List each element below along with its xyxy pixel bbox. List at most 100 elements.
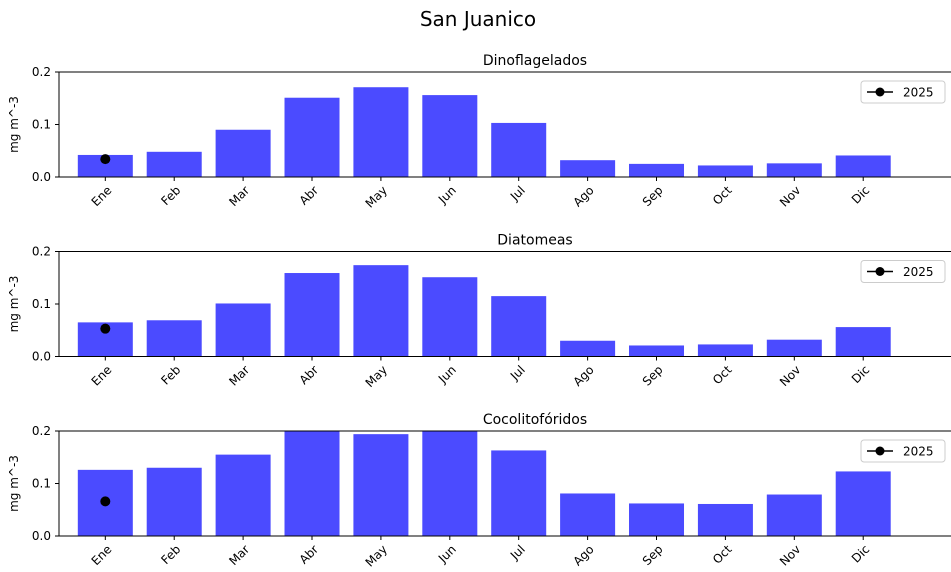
y-tick-label: 0.0 [32, 170, 51, 184]
x-tick-label-Mar: Mar [226, 363, 252, 389]
bar-Ago [560, 340, 616, 357]
legend-marker [875, 267, 885, 276]
x-tick-label-Mar: Mar [226, 183, 252, 209]
bar-group [77, 265, 891, 357]
bar-Jun [422, 95, 478, 177]
bar-Sep [629, 163, 685, 177]
bar-Nov [766, 339, 822, 357]
x-tick-label-Jul: Jul [507, 363, 528, 384]
y-tick-label: 0.0 [32, 529, 51, 543]
bar-Jul [491, 122, 547, 177]
x-tick-label-Nov: Nov [777, 183, 803, 209]
x-tick-label-Nov: Nov [777, 363, 803, 389]
x-tick-label-Ago: Ago [570, 542, 596, 568]
x-tick-label-Abr: Abr [297, 183, 322, 208]
bar-May [353, 434, 409, 536]
x-tick-label-Feb: Feb [158, 542, 183, 567]
bar-Abr [284, 273, 340, 357]
bar-May [353, 265, 409, 357]
bar-Ago [560, 160, 616, 177]
y-tick-label: 0.2 [32, 65, 51, 79]
y-tick-label: 0.1 [32, 297, 51, 311]
bar-Feb [146, 320, 202, 357]
bar-Dic [835, 471, 891, 536]
legend-label: 2025 [903, 265, 934, 279]
bar-Sep [629, 503, 685, 536]
bar-Dic [835, 327, 891, 357]
chart-panel-1: Dinoflagelados 0.0 0.1 0.2 mg m^-3 Ene Feb Mar A… [7, 53, 951, 211]
series-point-2025-Ene [100, 496, 111, 507]
legend: 2025 [860, 439, 946, 463]
x-tick-label-Jun: Jun [435, 542, 459, 566]
x-tick-label-Nov: Nov [777, 542, 803, 568]
bar-Dic [835, 155, 891, 177]
bar-May [353, 87, 409, 177]
bar-Oct [697, 165, 753, 177]
x-tick-label-Jun: Jun [435, 183, 459, 207]
legend: 2025 [860, 80, 946, 104]
x-tick-label-Ene: Ene [89, 363, 115, 389]
x-tick-label-Oct: Oct [710, 183, 735, 208]
chart-panel-3: Cocolitofóridos 0.0 0.1 0.2 mg m^-3 Ene Feb Mar… [7, 412, 951, 570]
x-tick-label-Ago: Ago [570, 363, 596, 389]
x-tick-label-Oct: Oct [710, 363, 735, 388]
bar-Sep [629, 345, 685, 357]
x-tick-label-Sep: Sep [640, 542, 666, 568]
panel-title: Dinoflagelados [483, 53, 587, 69]
y-tick-label: 0.2 [32, 424, 51, 438]
x-tick-label-Ene: Ene [89, 183, 115, 209]
x-tick-label-Feb: Feb [158, 183, 183, 208]
panel-title: Cocolitofóridos [483, 412, 587, 428]
legend-marker [875, 87, 885, 97]
bar-group [77, 87, 891, 177]
legend-box [860, 439, 946, 463]
legend-label: 2025 [903, 445, 934, 459]
y-axis-label: mg m^-3 [7, 455, 21, 512]
bar-Mar [215, 454, 271, 536]
x-tick-label-Ago: Ago [570, 183, 596, 209]
x-tick-label-May: May [363, 363, 390, 390]
bar-Jul [491, 296, 547, 357]
y-tick-label: 0.1 [32, 118, 51, 132]
x-tick-label-Sep: Sep [640, 363, 666, 389]
legend-marker [875, 446, 885, 456]
x-tick-label-Oct: Oct [710, 542, 735, 567]
figure-title: San Juanico [420, 7, 536, 31]
x-tick-label-May: May [363, 542, 390, 569]
chart-panels: Dinoflagelados 0.0 0.1 0.2 mg m^-3 Ene Feb Mar A… [7, 53, 951, 570]
bar-Jul [491, 450, 547, 536]
y-tick-label: 0.1 [32, 477, 51, 491]
y-tick-label: 0.2 [32, 245, 51, 259]
bar-Ago [560, 493, 616, 536]
x-tick-label-Mar: Mar [226, 542, 252, 568]
x-tick-label-Dic: Dic [849, 183, 872, 206]
x-tick-label-Jun: Jun [435, 363, 459, 387]
bar-Ene [77, 154, 133, 177]
legend: 2025 [860, 260, 946, 283]
bar-Oct [697, 344, 753, 357]
bar-Abr [284, 431, 340, 536]
chart-panel-2: Diatomeas 0.0 0.1 0.2 mg m^-3 Ene Feb Mar Abr May… [7, 233, 951, 390]
bar-Nov [766, 494, 822, 536]
x-tick-label-Dic: Dic [849, 542, 872, 565]
bar-Oct [697, 503, 753, 536]
x-tick-label-Jul: Jul [507, 542, 528, 563]
x-tick-label-May: May [363, 183, 390, 210]
series-point-2025-Ene [100, 154, 111, 165]
bar-Abr [284, 97, 340, 177]
bar-group [77, 431, 891, 536]
x-tick-label-Feb: Feb [158, 363, 183, 388]
bar-Jun [422, 431, 478, 536]
x-tick-label-Abr: Abr [297, 542, 322, 567]
legend-label: 2025 [903, 86, 934, 100]
bar-Feb [146, 151, 202, 177]
legend-box [860, 260, 946, 283]
x-tick-label-Ene: Ene [89, 542, 115, 568]
bar-Mar [215, 129, 271, 177]
bar-Jun [422, 277, 478, 357]
panel-title: Diatomeas [497, 233, 572, 249]
x-tick-label-Abr: Abr [297, 363, 322, 388]
y-axis-label: mg m^-3 [7, 276, 21, 333]
bar-Feb [146, 467, 202, 536]
